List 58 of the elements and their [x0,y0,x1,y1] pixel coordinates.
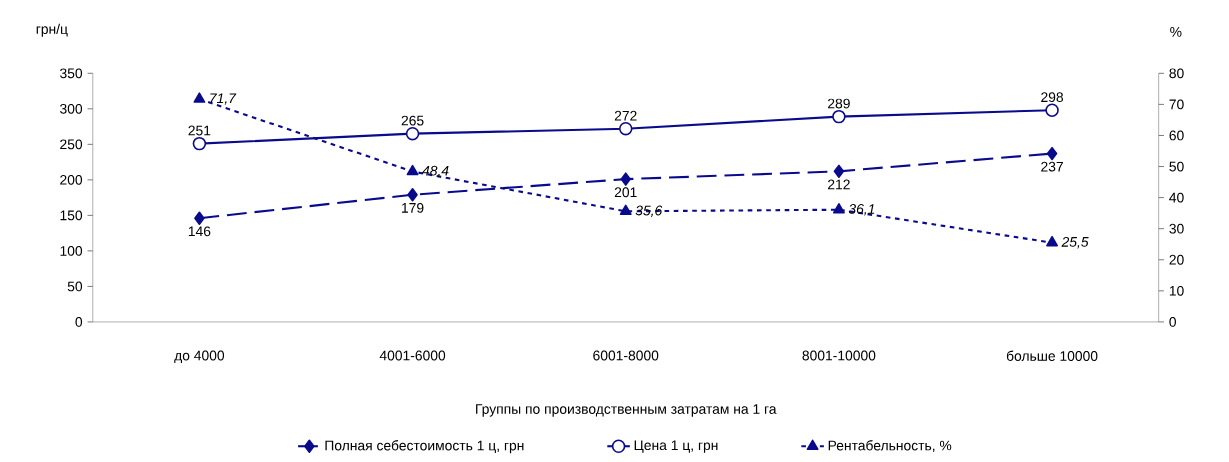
x-tick-label: 4001-6000 [379,350,446,361]
y2-tick-label: 30 [1169,223,1184,234]
y-tick-label: 150 [60,210,83,221]
y2-tick-label: 70 [1169,99,1184,110]
data-label: 251 [188,125,211,136]
point [620,172,631,187]
data-label: 212 [828,179,850,190]
data-label: 146 [188,226,211,237]
data-label: 201 [614,187,637,198]
legend-label: Полная себестоимость 1 ц, грн [325,440,524,454]
point [1045,103,1059,118]
point [619,122,633,136]
y-tick-label: 200 [60,175,83,185]
y2-tick-label: 40 [1169,192,1184,203]
x-axis-title: Группы по производственным затратам на 1 га [476,404,777,417]
point [405,127,420,141]
legend-label: Цена 1 ц, грн [634,440,718,454]
data-label: 179 [402,203,424,213]
point [1046,147,1058,161]
y2-tick-label: 20 [1169,255,1184,265]
y-tick-label: 350 [60,68,83,79]
y2-tick-label: 60 [1169,130,1184,141]
point [833,164,845,179]
x-tick-label: 8001-10000 [802,350,876,361]
y2-axis-title: % [1170,27,1182,37]
data-label: 71,7 [210,93,237,105]
y-tick-label: 300 [60,104,83,114]
y2-tick-label: 80 [1169,68,1184,79]
point [192,137,207,151]
y-axis-title: грн/ц [36,23,68,37]
data-label: 25,5 [1061,237,1089,249]
data-label: 48,4 [422,165,449,178]
data-label: 237 [1041,161,1063,172]
data-label: 36,1 [848,204,875,216]
point [193,92,206,104]
point [832,203,845,214]
y2-tick-label: 50 [1169,161,1184,172]
legend-label: Рентабельность, % [828,440,952,453]
point [1046,236,1059,247]
data-label: 272 [614,111,637,121]
point [406,164,419,176]
point [407,188,418,202]
data-label: 298 [1041,92,1064,103]
y-tick-label: 100 [60,246,83,257]
y-tick-label: 250 [60,139,83,150]
point [832,110,846,124]
y-tick-label: 0 [75,317,83,328]
x-tick-label: до 4000 [174,350,225,364]
data-label: 35,6 [635,205,663,218]
data-label: 265 [401,115,424,126]
x-tick-label: больше 10000 [1006,350,1098,362]
y2-tick-label: 0 [1169,317,1176,328]
point [194,211,205,226]
point [619,204,632,216]
y-tick-label: 50 [67,281,83,292]
data-label: 289 [828,98,850,109]
x-tick-label: 6001-8000 [593,350,659,361]
y2-tick-label: 10 [1169,286,1184,296]
